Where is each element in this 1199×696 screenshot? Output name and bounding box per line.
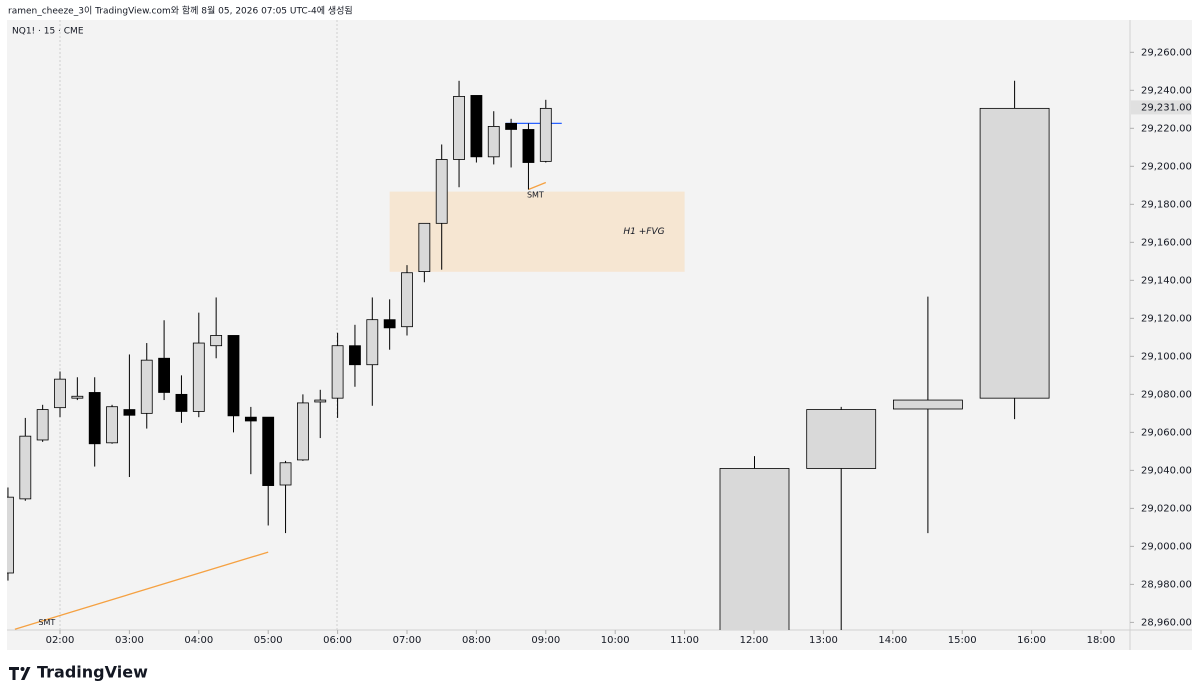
y-tick-label: 29,020.00: [1141, 503, 1192, 514]
candle-body: [106, 406, 118, 444]
candle-body: [522, 129, 535, 163]
x-tick-label: 03:00: [115, 635, 144, 646]
y-tick-label: 28,980.00: [1141, 579, 1192, 590]
candle-body: [140, 359, 153, 414]
x-tick-label: 04:00: [184, 635, 213, 646]
candle-body: [158, 357, 171, 393]
candle-body: [19, 435, 32, 500]
candle-body: [244, 416, 257, 422]
annotation: SMT: [38, 618, 55, 627]
candle-body: [192, 342, 205, 412]
x-tick-label: 12:00: [740, 635, 769, 646]
y-tick-label: 29,040.00: [1141, 465, 1192, 476]
last-price-tag: [1131, 100, 1191, 115]
y-tick-label: 29,160.00: [1141, 237, 1192, 248]
x-tick-label: 08:00: [462, 635, 491, 646]
x-tick-label: 14:00: [878, 635, 907, 646]
x-tick-label: 07:00: [393, 635, 422, 646]
y-tick-label: 29,200.00: [1141, 161, 1192, 172]
x-tick-label: 05:00: [254, 635, 283, 646]
plot-area: H1 +FVG SMT SMT: [7, 80, 1050, 630]
candle-body: [349, 345, 361, 366]
y-tick-label: 28,960.00: [1141, 617, 1192, 628]
x-tick-label: 06:00: [323, 635, 352, 646]
y-tick-label: 29,220.00: [1141, 123, 1192, 134]
candle-body: [279, 462, 292, 486]
htf-candle-body: [806, 409, 877, 469]
y-tick-label: 29,100.00: [1141, 351, 1192, 362]
candle-body: [383, 319, 396, 329]
x-tick-label: 02:00: [46, 635, 75, 646]
candle-body: [505, 122, 518, 130]
candle-body: [539, 107, 552, 162]
x-tick-label: 16:00: [1017, 635, 1046, 646]
candle-body: [418, 222, 431, 273]
x-tick-label: 09:00: [531, 635, 560, 646]
y-tick-label: 29,060.00: [1141, 427, 1192, 438]
y-tick-label: 29,120.00: [1141, 313, 1192, 324]
candle-body: [36, 409, 49, 441]
candle-body: [401, 272, 413, 328]
zone-label: H1 +FVG: [623, 227, 664, 237]
y-tick-label: 29,180.00: [1141, 199, 1192, 210]
symbol-title: NQ1! · 15 · CME: [12, 27, 84, 37]
candle-body: [54, 378, 66, 409]
annotation: SMT: [527, 190, 544, 199]
candle-body: [487, 126, 500, 158]
candle-body: [123, 409, 136, 416]
candle-body: [453, 95, 465, 160]
htf-candle-body: [719, 468, 790, 630]
candle-body: [262, 416, 275, 486]
brand-logo: TradingView: [9, 663, 148, 682]
candle-body: [296, 402, 309, 461]
y-tick-label: 29,240.00: [1141, 85, 1192, 96]
x-tick-label: 11:00: [670, 635, 699, 646]
drawn-line: [14, 551, 269, 630]
y-tick-label: 29,000.00: [1141, 541, 1192, 552]
y-tick-label: 29,140.00: [1141, 275, 1192, 286]
y-tick-label: 29,080.00: [1141, 389, 1192, 400]
candle-body: [7, 496, 14, 574]
drawn-line: [528, 181, 547, 191]
x-tick-label: 18:00: [1087, 635, 1116, 646]
candle-body: [210, 335, 223, 347]
candle-body: [227, 335, 240, 417]
candle-body: [314, 399, 327, 403]
candle-body: [435, 159, 448, 224]
candle-body: [175, 393, 188, 412]
last-price-label: 29,231.00: [1141, 102, 1192, 113]
y-tick-label: 29,260.00: [1141, 47, 1192, 58]
x-tick-label: 15:00: [948, 635, 977, 646]
candle-body: [88, 392, 101, 445]
caption: ramen_cheeze_3이 TradingView.com와 함께 8월 0…: [8, 5, 353, 17]
candle-body: [71, 395, 84, 399]
brand-name: TradingView: [37, 663, 148, 682]
x-tick-label: 13:00: [809, 635, 838, 646]
htf-candle-body: [979, 107, 1050, 399]
x-tick-label: 10:00: [601, 635, 630, 646]
htf-candle-body: [893, 399, 963, 410]
candle-body: [331, 345, 344, 399]
candle-body: [366, 319, 379, 366]
candle-body: [470, 95, 483, 158]
